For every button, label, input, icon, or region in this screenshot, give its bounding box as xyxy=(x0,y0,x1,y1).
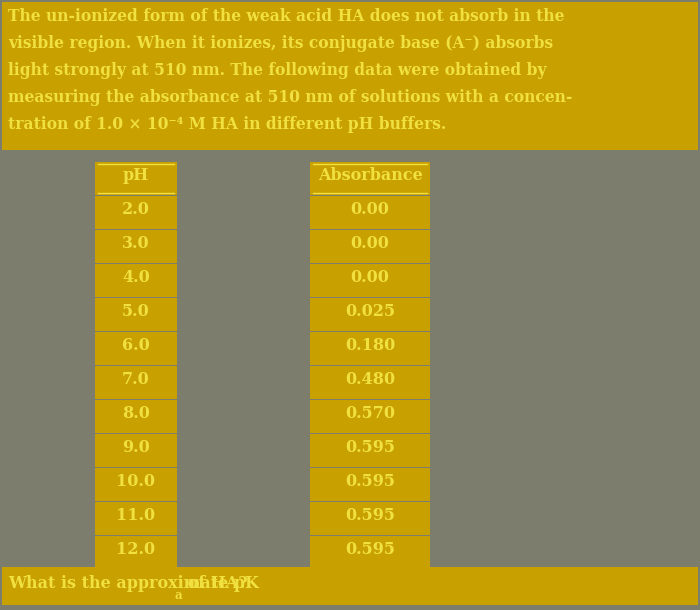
Bar xyxy=(310,468,430,501)
Text: 9.0: 9.0 xyxy=(122,439,150,456)
Text: 10.0: 10.0 xyxy=(116,473,155,490)
Bar xyxy=(95,162,177,195)
Bar xyxy=(95,536,177,569)
Text: Absorbance: Absorbance xyxy=(318,167,422,184)
Text: The un-ionized form of the weak acid HA does not absorb in the: The un-ionized form of the weak acid HA … xyxy=(8,8,564,25)
Bar xyxy=(310,196,430,229)
Text: 12.0: 12.0 xyxy=(116,541,155,558)
Bar xyxy=(310,536,430,569)
Bar xyxy=(310,298,430,331)
Bar xyxy=(95,400,177,433)
Text: measuring the absorbance at 510 nm of solutions with a concen-: measuring the absorbance at 510 nm of so… xyxy=(8,89,573,106)
Text: 0.570: 0.570 xyxy=(345,405,395,422)
Bar xyxy=(95,230,177,263)
Text: 0.595: 0.595 xyxy=(345,541,395,558)
Bar xyxy=(310,502,430,535)
Bar xyxy=(310,230,430,263)
Text: 2.0: 2.0 xyxy=(122,201,150,218)
Bar xyxy=(95,434,177,467)
Text: 4.0: 4.0 xyxy=(122,269,150,286)
Text: 0.025: 0.025 xyxy=(345,303,395,320)
Bar xyxy=(95,264,177,297)
Text: 0.180: 0.180 xyxy=(345,337,395,354)
Bar xyxy=(95,196,177,229)
Bar xyxy=(2,2,698,150)
Bar xyxy=(95,366,177,399)
Text: 0.00: 0.00 xyxy=(351,269,389,286)
Text: What is the approximate pK: What is the approximate pK xyxy=(8,575,259,592)
Bar xyxy=(310,400,430,433)
Text: 0.480: 0.480 xyxy=(345,371,395,388)
Text: 6.0: 6.0 xyxy=(122,337,150,354)
Bar xyxy=(310,366,430,399)
Bar xyxy=(2,567,698,605)
Bar xyxy=(95,502,177,535)
Bar xyxy=(310,332,430,365)
Text: 0.00: 0.00 xyxy=(351,235,389,252)
Bar xyxy=(310,434,430,467)
Text: tration of 1.0 × 10⁻⁴ M HA in different pH buffers.: tration of 1.0 × 10⁻⁴ M HA in different … xyxy=(8,116,447,133)
Text: 0.595: 0.595 xyxy=(345,439,395,456)
Text: 0.595: 0.595 xyxy=(345,507,395,524)
Text: 0.00: 0.00 xyxy=(351,201,389,218)
Bar xyxy=(95,298,177,331)
Text: 8.0: 8.0 xyxy=(122,405,150,422)
Bar xyxy=(95,468,177,501)
Text: 3.0: 3.0 xyxy=(122,235,150,252)
Bar xyxy=(310,264,430,297)
Text: a: a xyxy=(175,589,183,602)
Text: pH: pH xyxy=(123,167,149,184)
Bar xyxy=(310,162,430,195)
Text: 5.0: 5.0 xyxy=(122,303,150,320)
Text: 0.595: 0.595 xyxy=(345,473,395,490)
Text: visible region. When it ionizes, its conjugate base (A⁻) absorbs: visible region. When it ionizes, its con… xyxy=(8,35,553,52)
Text: 11.0: 11.0 xyxy=(116,507,155,524)
Text: of HA?: of HA? xyxy=(182,575,248,592)
Text: light strongly at 510 nm. The following data were obtained by: light strongly at 510 nm. The following … xyxy=(8,62,547,79)
Text: 7.0: 7.0 xyxy=(122,371,150,388)
Bar xyxy=(95,332,177,365)
